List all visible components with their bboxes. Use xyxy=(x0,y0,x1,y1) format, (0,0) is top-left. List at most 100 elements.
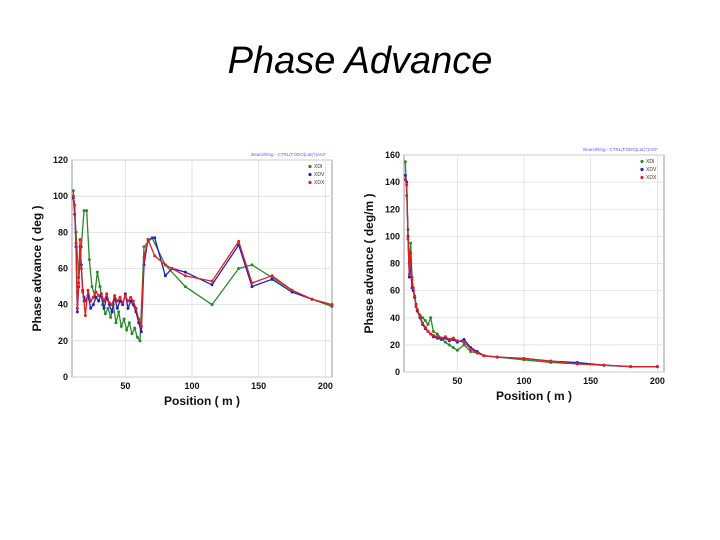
data-point xyxy=(117,310,121,314)
data-point xyxy=(250,281,254,285)
data-point xyxy=(73,203,77,207)
data-point xyxy=(237,267,241,270)
legend-label: XDX xyxy=(314,180,325,186)
data-point xyxy=(89,306,93,310)
data-point xyxy=(77,281,81,285)
data-point xyxy=(522,356,526,360)
data-point xyxy=(549,359,553,363)
data-point xyxy=(129,295,133,299)
data-point xyxy=(113,294,117,298)
data-point xyxy=(170,267,174,270)
legend: XDI XDV XDX xyxy=(308,164,325,186)
data-point xyxy=(475,351,479,355)
data-point xyxy=(407,272,411,276)
data-point xyxy=(447,337,451,341)
data-point xyxy=(109,315,113,319)
data-point xyxy=(482,354,486,358)
data-point xyxy=(451,346,455,350)
x-tick-label: 50 xyxy=(120,381,130,391)
y-tick-label: 160 xyxy=(385,150,400,160)
data-point xyxy=(429,316,433,320)
data-point xyxy=(110,310,114,314)
data-point xyxy=(250,263,254,267)
data-point xyxy=(153,236,157,240)
data-point xyxy=(95,270,99,274)
data-point xyxy=(126,306,130,310)
y-tick-label: 120 xyxy=(53,155,68,165)
data-point xyxy=(75,306,79,310)
data-point xyxy=(210,303,214,307)
chart-header-note: Beam/Ring - CTRL(FODO)Lat(?)ACF xyxy=(583,147,658,152)
data-point xyxy=(403,177,407,181)
data-point xyxy=(91,303,95,307)
data-point xyxy=(330,303,334,307)
data-point xyxy=(71,194,75,198)
x-tick-label: 200 xyxy=(650,376,665,386)
data-point xyxy=(423,318,427,322)
legend-marker xyxy=(640,175,644,180)
y-tick-label: 140 xyxy=(385,177,400,187)
data-point xyxy=(119,324,123,328)
data-point xyxy=(85,209,89,213)
series-xdx xyxy=(403,177,659,369)
data-point xyxy=(409,251,413,255)
data-point xyxy=(183,274,187,278)
data-point xyxy=(134,306,138,310)
data-point xyxy=(462,337,466,341)
data-point xyxy=(74,241,78,245)
y-tick-label: 80 xyxy=(390,259,400,269)
data-point xyxy=(421,321,425,325)
data-point xyxy=(82,209,86,213)
y-tick-label: 0 xyxy=(63,372,68,382)
data-point xyxy=(114,321,118,325)
data-point xyxy=(629,365,633,369)
y-tick-label: 0 xyxy=(395,367,400,377)
data-point xyxy=(102,299,106,303)
data-point xyxy=(443,335,447,339)
data-point xyxy=(237,239,241,243)
data-point xyxy=(407,275,411,279)
data-point xyxy=(79,267,83,270)
data-point xyxy=(153,254,157,258)
data-point xyxy=(455,348,459,352)
legend-label: XDV xyxy=(646,167,657,173)
x-tick-label: 150 xyxy=(251,381,266,391)
data-point xyxy=(290,288,294,292)
data-point xyxy=(106,306,110,310)
data-point xyxy=(118,295,122,299)
data-point xyxy=(110,303,114,307)
x-tick-label: 150 xyxy=(583,376,598,386)
data-point xyxy=(469,350,473,354)
data-point xyxy=(414,302,418,306)
data-point xyxy=(655,365,659,369)
data-point xyxy=(431,329,435,333)
data-point xyxy=(133,326,137,330)
data-point xyxy=(210,279,214,283)
data-point xyxy=(94,290,98,294)
x-tick-label: 200 xyxy=(318,381,333,391)
phase-advance-per-meter-chart-svg: Beam/Ring - CTRL(FODO)Lat(?)ACF 0 20 40 60 80… xyxy=(362,147,665,403)
data-point xyxy=(413,294,417,298)
data-point xyxy=(310,297,314,301)
data-point xyxy=(130,332,134,336)
data-point xyxy=(87,257,91,261)
data-point xyxy=(127,321,131,325)
data-point xyxy=(411,286,415,290)
data-point xyxy=(105,292,109,296)
data-point xyxy=(431,333,435,337)
data-point xyxy=(575,362,579,366)
data-point xyxy=(462,343,466,347)
data-point xyxy=(455,339,459,343)
data-point xyxy=(107,301,111,305)
x-tick-label: 100 xyxy=(516,376,531,386)
data-point xyxy=(123,294,127,298)
data-point xyxy=(86,288,90,292)
data-point xyxy=(426,323,430,327)
data-point xyxy=(602,363,606,367)
data-point xyxy=(103,312,107,316)
y-tick-label: 80 xyxy=(58,227,68,237)
data-point xyxy=(135,335,139,339)
data-point xyxy=(447,343,451,347)
chart-header-note: Beam/Ring - CTRL(FODO)Lat(?)ACF xyxy=(251,152,326,157)
data-point xyxy=(443,340,447,344)
